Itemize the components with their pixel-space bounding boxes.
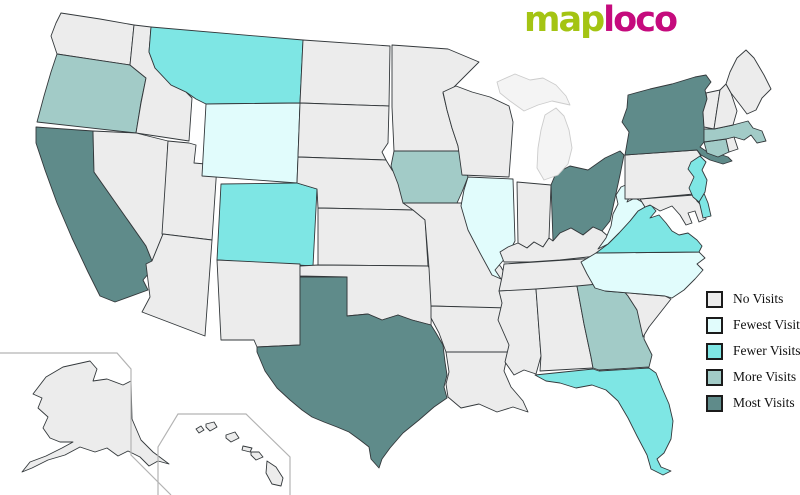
- legend-item-more: More Visits: [706, 368, 800, 386]
- state-nc: [580, 251, 706, 299]
- legend-label: No Visits: [733, 291, 784, 306]
- state-pa: [624, 149, 702, 200]
- inset-borders: [0, 352, 291, 495]
- legend-label: More Visits: [733, 369, 797, 384]
- states-layer: [21, 12, 772, 487]
- legend-label: Fewest Visits: [733, 317, 800, 332]
- state-la: [445, 351, 529, 413]
- state-co: [216, 182, 318, 267]
- state-me: [725, 49, 772, 115]
- state-ma: [703, 120, 767, 144]
- legend-item-fewest: Fewest Visits: [706, 316, 800, 334]
- state-az: [141, 233, 213, 337]
- state-wi: [442, 85, 514, 178]
- legend-label: Most Visits: [733, 395, 795, 410]
- state-tx: [256, 276, 448, 469]
- legend-label: Fewer Visits: [733, 343, 800, 358]
- state-or: [36, 53, 147, 134]
- state-sd: [297, 102, 390, 161]
- alaska-inset-border: [0, 352, 172, 495]
- logo-text-loco: loco: [603, 0, 678, 40]
- state-nd: [299, 39, 391, 107]
- state-nj: [687, 155, 708, 203]
- state-wy: [201, 102, 301, 184]
- legend-color-swatch: [706, 368, 723, 386]
- legend-item-no: No Visits: [706, 290, 800, 308]
- hawaii-inset-border: [157, 413, 291, 495]
- state-in: [516, 181, 552, 249]
- state-ak: [21, 360, 170, 473]
- state-ks: [317, 207, 429, 267]
- legend-item-fewer: Fewer Visits: [706, 342, 800, 360]
- legend-color-swatch: [706, 290, 723, 308]
- logo-text-map: map: [524, 0, 605, 40]
- visit-levels-legend: No Visits Fewest Visits Fewer Visits More V…: [706, 290, 800, 421]
- legend-item-most: Most Visits: [706, 394, 800, 412]
- state-nm: [216, 259, 301, 348]
- state-fl: [534, 367, 674, 476]
- legend-color-swatch: [706, 342, 723, 360]
- legend-color-swatch: [706, 316, 723, 334]
- maploco-logo[interactable]: maploco: [524, 0, 678, 40]
- state-mi: [496, 73, 573, 181]
- legend-color-swatch: [706, 394, 723, 412]
- state-hi: [195, 421, 284, 487]
